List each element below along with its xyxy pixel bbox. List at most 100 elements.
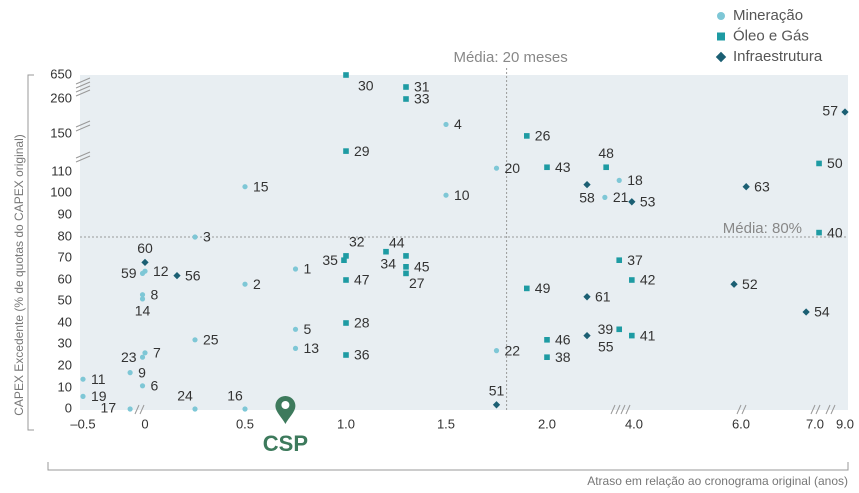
- point: [443, 121, 449, 128]
- point: [802, 308, 810, 316]
- x-tick-label: –0.5: [70, 416, 95, 431]
- point: [616, 326, 623, 333]
- point: [493, 165, 500, 171]
- mean-vline-label: Média: 20 meses: [453, 49, 567, 66]
- y-tick-label: 30: [58, 335, 72, 350]
- point: [192, 406, 198, 412]
- point-label: 23: [121, 349, 137, 365]
- point: [343, 148, 349, 154]
- point: [173, 271, 181, 280]
- point: [403, 264, 409, 270]
- y-tick-label: 60: [58, 271, 72, 286]
- point: [292, 326, 299, 332]
- point-label: 3: [203, 229, 211, 245]
- x-axis-title: Atraso em relação ao cronograma original…: [587, 474, 848, 488]
- point-label: 45: [414, 259, 430, 275]
- csp-label: CSP: [263, 431, 308, 456]
- point-label: 20: [505, 160, 521, 176]
- mean-hline-label: Média: 80%: [723, 220, 802, 237]
- legend-label: Infraestrutura: [733, 48, 823, 65]
- point: [343, 320, 349, 326]
- point: [841, 108, 849, 116]
- point: [443, 192, 449, 198]
- point-label: 25: [203, 332, 219, 348]
- point: [816, 229, 822, 236]
- legend-label: Óleo e Gás: [733, 27, 809, 44]
- point-label: 56: [185, 267, 201, 283]
- x-tick-label: 0.5: [236, 416, 254, 431]
- point: [403, 96, 409, 102]
- point: [139, 270, 146, 276]
- point: [628, 198, 636, 206]
- x-tick-label: 1.0: [337, 416, 355, 431]
- point-label: 58: [579, 189, 595, 205]
- point: [603, 164, 609, 171]
- point-label: 18: [627, 172, 643, 188]
- point: [192, 337, 198, 343]
- point-label: 32: [349, 234, 365, 250]
- y-tick-label: 150: [50, 125, 72, 140]
- point-label: 52: [742, 276, 758, 292]
- point: [583, 180, 591, 189]
- point-label: 57: [822, 103, 838, 119]
- point-label: 19: [91, 388, 107, 404]
- axis-breaks: [75, 77, 836, 415]
- point: [242, 281, 248, 287]
- x-tick-label: 4.0: [625, 416, 643, 431]
- point-label: 11: [91, 371, 106, 387]
- point-label: 51: [489, 383, 505, 399]
- point: [715, 51, 727, 63]
- point: [139, 383, 146, 389]
- point: [341, 257, 347, 263]
- point: [524, 285, 530, 292]
- y-tick-label: 110: [51, 163, 72, 178]
- point-label: 8: [151, 286, 159, 302]
- point: [544, 354, 550, 360]
- point: [80, 393, 86, 399]
- point-label: 37: [627, 252, 643, 268]
- point: [403, 84, 409, 90]
- y-tick-label: 10: [58, 379, 72, 394]
- point: [583, 331, 591, 340]
- y-tick-label: 260: [50, 90, 72, 105]
- x-tick-label: 9.0: [836, 416, 854, 431]
- point-label: 44: [389, 234, 405, 250]
- point: [493, 348, 500, 354]
- x-tick-label: 7.0: [806, 416, 824, 431]
- point-label: 59: [121, 265, 137, 281]
- axis-brackets: [27, 74, 849, 471]
- point: [343, 352, 349, 358]
- x-tick-label: 6.0: [732, 416, 750, 431]
- legend-label: Mineração: [733, 7, 803, 24]
- point: [583, 293, 591, 301]
- point: [629, 332, 635, 339]
- point: [343, 277, 349, 283]
- point: [242, 406, 248, 412]
- point: [292, 345, 299, 351]
- point: [544, 164, 550, 171]
- y-tick-label: 20: [58, 357, 72, 372]
- point-label: 43: [555, 159, 571, 175]
- plot-area: [80, 75, 848, 410]
- point-label: 24: [177, 388, 193, 404]
- y-tick-label: 650: [50, 66, 72, 81]
- point: [544, 337, 550, 343]
- point-label: 15: [253, 178, 269, 194]
- point: [816, 160, 822, 167]
- point: [730, 280, 738, 288]
- point: [139, 354, 146, 360]
- point: [192, 234, 198, 240]
- y-tick-label: 0: [65, 400, 72, 415]
- csp-pin-hole: [281, 401, 290, 409]
- point-label: 29: [354, 143, 370, 159]
- point-label: 17: [101, 400, 117, 416]
- point-label: 28: [354, 315, 370, 331]
- point: [742, 183, 750, 191]
- y-tick-label: 70: [58, 249, 72, 264]
- point: [717, 12, 725, 20]
- point-label: 14: [135, 303, 151, 319]
- point-label: 2: [253, 276, 261, 292]
- point: [139, 292, 146, 298]
- point-label: 42: [640, 272, 656, 288]
- point: [343, 72, 349, 78]
